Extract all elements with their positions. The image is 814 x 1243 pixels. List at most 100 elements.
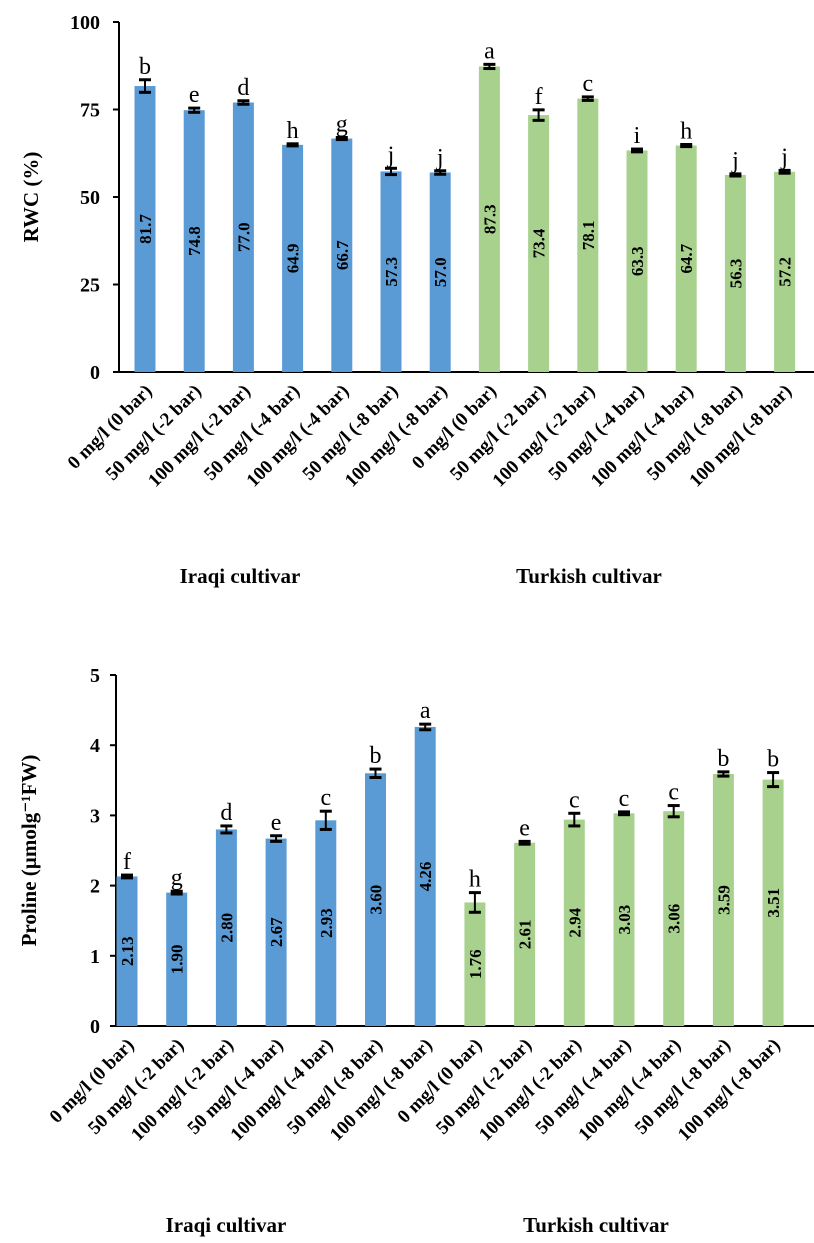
bar [464,902,486,1026]
data-label: 3.60 [367,885,386,915]
significance-letter: a [420,698,431,724]
data-label: 1.76 [466,949,485,979]
data-label: 64.7 [677,243,696,273]
significance-letter: h [287,118,299,144]
y-tick-label: 4 [90,735,100,757]
significance-letter: g [336,112,348,138]
bar [282,144,304,372]
significance-letter: j [780,144,788,170]
proline-chart: 0 1 2 3 4 5 Proline (µmolg⁻¹FW) f 2.13 0 mg/l (0 … [17,665,814,1237]
data-label: 64.9 [284,244,303,274]
bar [116,876,138,1026]
bar [514,842,536,1026]
bar [762,779,784,1026]
bar [626,150,648,372]
bar [528,115,550,372]
data-label: 2.61 [516,920,535,950]
bar [613,813,635,1026]
bar [563,819,585,1026]
significance-letter: c [619,786,630,812]
bar [232,102,254,372]
bar [166,892,188,1026]
bar [429,172,451,372]
data-label: 57.0 [431,257,450,287]
data-label: 74.8 [185,226,204,256]
data-label: 1.90 [168,944,187,974]
y-tick-label: 50 [80,187,100,209]
group-label: Turkish cultivar [523,1213,669,1237]
bar [663,811,685,1026]
data-label: 2.93 [317,908,336,938]
bar [380,171,402,372]
data-label: 77.0 [234,222,253,252]
bar [365,773,386,1026]
significance-letter: a [484,38,495,64]
significance-letter: b [139,54,151,80]
data-label: 2.13 [118,936,137,966]
bar [414,726,436,1026]
bar [134,86,156,373]
category-label: 0 mg/l (0 bar) [46,1035,139,1128]
data-label: 2.67 [267,917,286,947]
significance-letter: c [569,787,580,813]
significance-letter: g [171,865,183,891]
data-label: 3.51 [764,888,783,918]
rwc-chart: 0 25 50 75 100 RWC (%) b 81.7 0 mg/l (0 bar) e 74.… [19,12,814,588]
significance-letter: i [634,123,641,149]
significance-letter: f [535,84,543,110]
group-label: Iraqi cultivar [166,1213,287,1237]
data-label: 73.4 [530,228,549,258]
data-label: 87.3 [480,204,499,234]
y-tick-label: 75 [80,100,100,122]
significance-letter: e [271,810,282,836]
y-tick-label: 3 [90,805,100,827]
significance-letter: j [436,145,444,171]
data-label: 56.3 [726,259,745,289]
data-label: 4.26 [416,862,435,892]
data-label: 3.03 [615,905,634,935]
data-label: 3.06 [665,904,684,934]
bar [577,98,599,373]
bar [712,773,734,1026]
bar [315,820,337,1026]
significance-letter: d [237,75,249,101]
significance-letter: c [668,780,679,806]
category-label: 0 mg/l (0 bar) [64,381,157,474]
bar [774,171,796,372]
y-tick-label: 1 [90,946,100,968]
significance-letter: b [767,747,779,773]
y-axis-label: Proline (µmolg⁻¹FW) [17,755,41,947]
data-label: 3.59 [714,885,733,915]
significance-letter: c [320,785,331,811]
significance-letter: j [387,142,395,168]
y-tick-label: 2 [90,876,100,898]
data-label: 63.3 [628,246,647,276]
bar [215,829,237,1026]
data-label: 81.7 [136,214,155,244]
data-label: 57.3 [382,257,401,287]
data-label: 57.2 [776,257,795,287]
significance-letter: c [582,71,593,97]
bar [183,110,205,372]
y-tick-label: 100 [70,12,100,34]
significance-letter: h [469,867,481,893]
significance-letter: b [370,743,382,769]
y-tick-label: 25 [80,275,100,297]
bar [331,138,353,372]
y-tick-label: 0 [90,362,100,384]
data-label: 2.80 [217,913,236,943]
y-tick-label: 5 [90,665,100,687]
bar [675,145,697,372]
group-label: Iraqi cultivar [180,564,301,588]
significance-letter: f [123,849,131,875]
data-label: 78.1 [579,220,598,250]
significance-letter: j [731,148,739,174]
bar [478,66,500,372]
significance-letter: d [220,800,232,826]
significance-letter: e [519,815,530,841]
bar [265,838,287,1026]
data-label: 2.94 [565,907,584,937]
group-label: Turkish cultivar [516,564,662,588]
significance-letter: e [189,82,200,108]
